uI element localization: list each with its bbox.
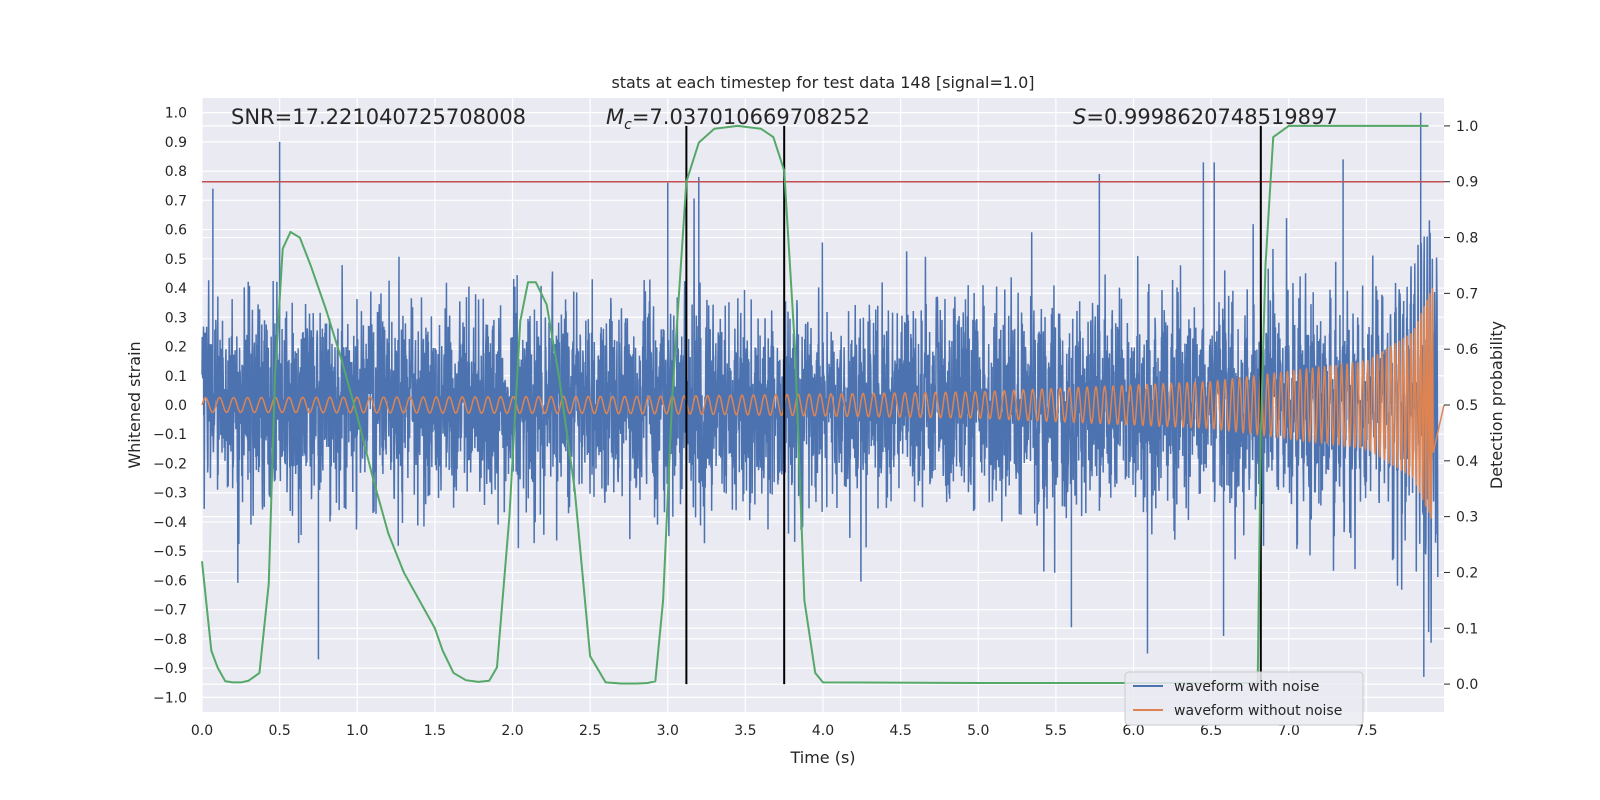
y-axis-label: Whitened strain (125, 341, 144, 468)
y-tick-label: −1.0 (153, 690, 187, 706)
x-tick-label: 5.5 (1045, 723, 1067, 739)
legend-label-waveform-with-noise: waveform with noise (1174, 679, 1319, 695)
x-tick-label: 3.5 (734, 723, 756, 739)
x-tick-label: 7.5 (1355, 723, 1377, 739)
y-tick-label: 0.0 (165, 398, 187, 414)
x-tick-label: 6.0 (1122, 723, 1144, 739)
chart-title: stats at each timestep for test data 148… (611, 73, 1034, 92)
y-tick-label: −0.2 (153, 456, 187, 472)
x-tick-label: 1.0 (346, 723, 368, 739)
y-tick-label: 0.4 (165, 281, 187, 297)
y-tick-label: −0.8 (153, 632, 187, 648)
annotation-snr: SNR=17.221040725708008 (231, 105, 526, 129)
x-tick-label: 0.5 (268, 723, 290, 739)
legend: waveform with noise waveform without noi… (1124, 671, 1364, 726)
y-tick-label: 0.6 (165, 223, 187, 239)
legend-label-waveform-without-noise: waveform without noise (1174, 703, 1342, 719)
y2-tick-label: 0.1 (1456, 621, 1478, 637)
annotation-score-value: =0.9998620748519897 (1086, 105, 1337, 129)
x-tick-label: 6.5 (1200, 723, 1222, 739)
y-tick-label: 0.1 (165, 369, 187, 385)
waveform-without-noise-line (201, 288, 1445, 519)
x-tick-label: 4.0 (812, 723, 834, 739)
x-tick-label: 2.5 (579, 723, 601, 739)
y2-tick-label: 0.0 (1456, 677, 1478, 693)
annotation-chirp-mass-value: =7.037010669708252 (632, 105, 870, 129)
y2-tick-label: 0.5 (1456, 398, 1478, 414)
y-tick-label: −0.5 (153, 544, 187, 560)
y-tick-label: 0.7 (165, 193, 187, 209)
x-tick-label: 2.0 (501, 723, 523, 739)
x-axis-ticks: 0.0 0.5 1.0 1.5 2.0 2.5 3.0 3.5 4.0 4.5 5.0 5.5 6.0 6… (191, 723, 1378, 739)
detection-probability-line (201, 124, 1429, 685)
y2-tick-label: 0.4 (1456, 454, 1478, 470)
annotation-score-symbol: S (1073, 105, 1086, 129)
y-tick-label: 0.8 (165, 164, 187, 180)
y2-tick-label: 0.7 (1456, 286, 1478, 302)
y-tick-label: −0.9 (153, 661, 187, 677)
annotation-score: S=0.9998620748519897 (1073, 105, 1338, 129)
y2-axis-label: Detection probability (1487, 321, 1506, 489)
series-waveform-with-noise (201, 112, 1439, 677)
y-tick-label: −0.7 (153, 603, 187, 619)
y2-tick-label: 0.2 (1456, 565, 1478, 581)
y-tick-label: 1.0 (165, 106, 187, 122)
y-tick-label: 0.2 (165, 340, 187, 356)
x-axis-label: Time (s) (789, 748, 855, 767)
series-waveform-without-noise (201, 288, 1445, 519)
annotation-chirp-mass-subscript: c (624, 117, 632, 133)
y-tick-label: 0.3 (165, 310, 187, 326)
y2-tick-label: 0.9 (1456, 175, 1478, 191)
y-tick-label: 0.5 (165, 252, 187, 268)
y2-tick-label: 0.3 (1456, 510, 1478, 526)
annotation-chirp-mass-symbol: M (606, 105, 624, 129)
y-tick-label: −0.3 (153, 486, 187, 502)
y2-tick-label: 0.6 (1456, 342, 1478, 358)
y2-axis-ticks: 1.0 0.9 0.8 0.7 0.6 0.5 0.4 0.3 0.2 0.1 0.0 (1444, 119, 1478, 693)
x-tick-label: 3.0 (657, 723, 679, 739)
y-tick-label: −0.6 (153, 573, 187, 589)
waveform-with-noise-line (201, 112, 1439, 677)
annotation-chirp-mass: Mc=7.037010669708252 (606, 105, 870, 133)
x-tick-label: 7.0 (1278, 723, 1300, 739)
x-tick-label: 4.5 (889, 723, 911, 739)
y2-tick-label: 1.0 (1456, 119, 1478, 135)
legend-box (1124, 671, 1364, 726)
y-tick-label: −0.4 (153, 515, 187, 531)
y-axis-ticks: 1.0 0.9 0.8 0.7 0.6 0.5 0.4 0.3 0.2 0.1 0.0 −0.1 −0.… (153, 106, 187, 707)
x-tick-label: 5.0 (967, 723, 989, 739)
y2-tick-label: 0.8 (1456, 231, 1478, 247)
x-tick-label: 0.0 (191, 723, 213, 739)
y-tick-label: 0.9 (165, 135, 187, 151)
y-tick-label: −0.1 (153, 427, 187, 443)
series-detection-probability (201, 124, 1429, 685)
x-tick-label: 1.5 (424, 723, 446, 739)
